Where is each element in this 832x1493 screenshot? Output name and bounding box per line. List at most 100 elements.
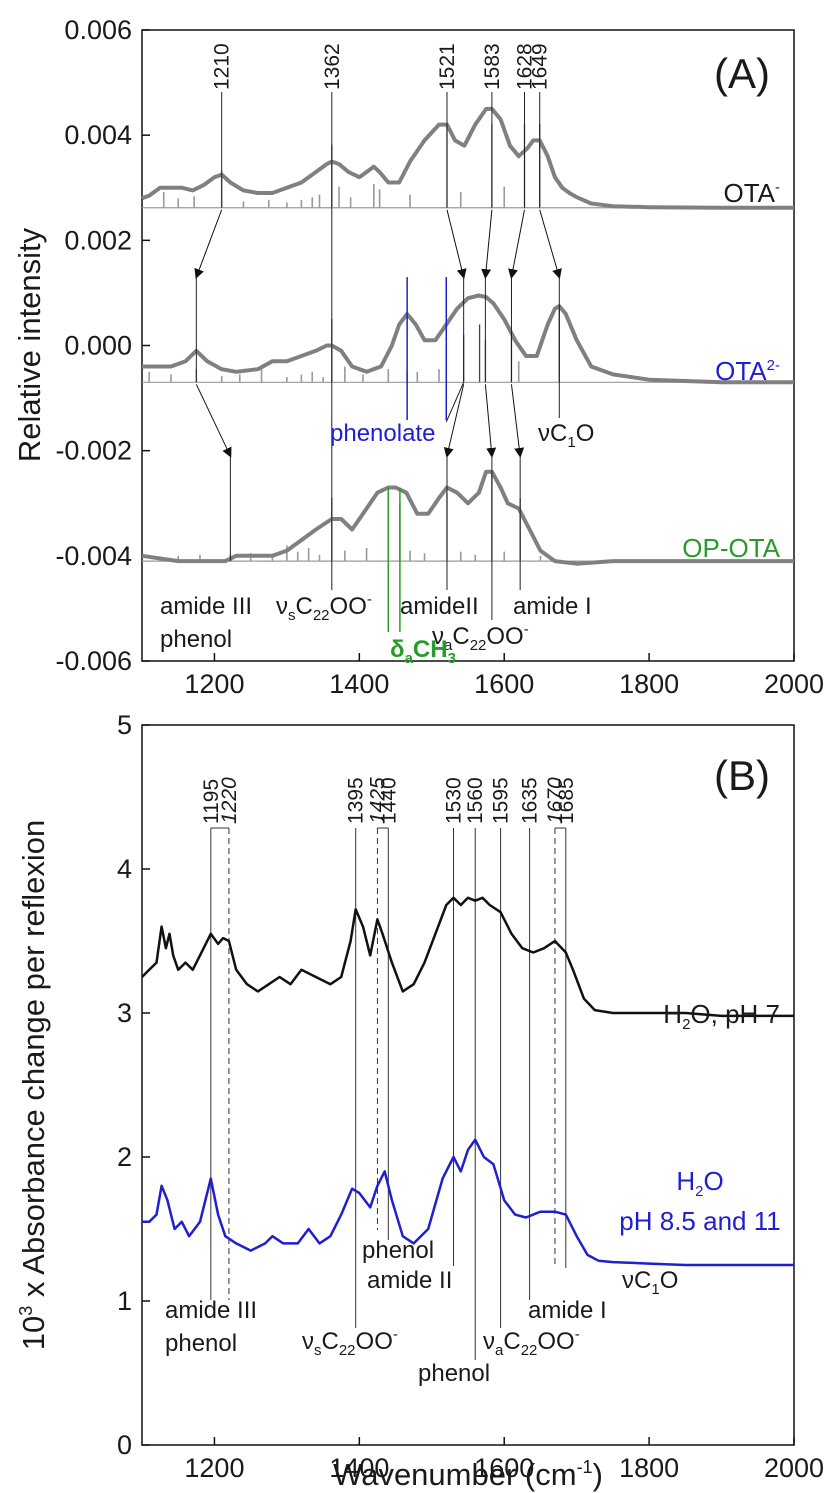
a-x-tick-label: 1400: [329, 669, 389, 699]
b-peak-label: 1425: [366, 777, 389, 824]
a-shift-arrow: [443, 384, 465, 458]
a-y-tick-label: 0.004: [64, 120, 132, 150]
series-label-ph11-line1: H2O: [676, 1166, 723, 1200]
annotation-nu-s-c22oo-b: νsC22OO-: [302, 1326, 398, 1359]
b-x-tick-label: 1200: [184, 1453, 244, 1483]
panel-a-y-axis-label: Relative intensity: [12, 227, 47, 462]
a-y-tick-label: -0.006: [55, 646, 132, 676]
panel-b-label: (B): [714, 752, 770, 799]
a-shift-arrow: [195, 384, 232, 458]
a-shift-arrow: [508, 209, 525, 280]
b-peak-label: 1685: [555, 777, 578, 824]
b-peak-label: 1195: [200, 779, 223, 824]
a-x-tick-label: 1200: [184, 669, 244, 699]
a-phenolate-leader: [445, 382, 465, 423]
a-peak-label: 1521: [436, 43, 459, 90]
a-shift-arrow: [484, 384, 497, 458]
panel-a-frame: [141, 29, 795, 662]
a-series-line: [141, 106, 794, 210]
b-peak-label: 1530: [443, 777, 466, 824]
a-x-tick-label: 2000: [764, 669, 824, 699]
panel-a-x-ticks: 1200 1400 1600 1800 2000: [184, 653, 824, 699]
a-series-line: [142, 293, 794, 385]
panel-b-y-ticks: 0 1 2 3 4 5: [117, 710, 150, 1460]
annotation-amide-i-a: amide I: [513, 593, 592, 620]
annotation-nu-a-c22oo-b: νaC22OO-: [483, 1326, 580, 1359]
b-peak-label: 1670: [544, 777, 567, 824]
b-x-tick-label: 1400: [329, 1453, 389, 1483]
annotation-amide-ii-b: amide II: [367, 1267, 452, 1294]
a-peak-label: 1628: [514, 43, 537, 90]
b-peak-label: 1395: [345, 777, 368, 824]
annotation-phenolate: phenolate: [330, 420, 435, 447]
b-series-line: [141, 896, 794, 1018]
annotation-phenol-a: phenol: [160, 626, 232, 653]
panel-a-shift-arrows: [194, 207, 562, 632]
annotation-nu-s-c22oo-a: νsC22OO-: [276, 591, 372, 624]
panel-a-stick-spectra: [148, 123, 560, 562]
panel-b-series: [141, 896, 794, 1267]
panel-a-y-ticks: 0.006 0.004 0.002 0.000 -0.002 -0.004 -0.006: [55, 15, 150, 676]
a-peak-label: 1362: [321, 43, 344, 90]
panel-b: 0 1 2 3 4 5 1200 1400 1600 1800 2000 103 x Absorb…: [16, 710, 824, 1492]
b-x-tick-label: 1600: [474, 1453, 534, 1483]
a-shift-arrow: [481, 209, 493, 280]
annotation-phenol-low-b: phenol: [418, 1360, 490, 1387]
annotation-phenol-b: phenol: [165, 1330, 237, 1357]
a-shift-arrow: [539, 209, 562, 280]
b-x-tick-label: 1800: [619, 1453, 679, 1483]
a-shift-arrow: [194, 209, 223, 280]
panel-b-y-axis-label: 103 x Absorbance change per reflexion: [16, 820, 51, 1350]
panel-b-x-ticks: 1200 1400 1600 1800 2000: [184, 1437, 824, 1483]
b-y-tick-label: 5: [117, 710, 132, 740]
a-peak-label: 1583: [481, 43, 504, 90]
a-x-tick-label: 1800: [619, 669, 679, 699]
panel-a: 0.006 0.004 0.002 0.000 -0.002 -0.004 -0.006 1…: [12, 15, 824, 699]
a-shift-arrow: [510, 384, 525, 458]
annotation-amide-iii-b: amide III: [165, 1297, 257, 1324]
a-y-tick-label: -0.002: [55, 436, 132, 466]
b-peak-label: 1440: [377, 777, 400, 824]
panel-a-baselines: [142, 207, 794, 562]
x-axis-label: Wavenumber (cm-1): [333, 1457, 603, 1492]
b-peak-label: 1560: [464, 777, 487, 824]
b-y-tick-label: 1: [117, 1286, 132, 1316]
panel-a-series: [141, 106, 794, 566]
annotation-nu-c1o-b: νC1O: [622, 1267, 678, 1298]
series-label-ota: OTA-: [723, 178, 780, 208]
annotation-nu-a-c22oo-a: νaC22OO-: [432, 621, 529, 654]
a-y-tick-label: 0.000: [64, 331, 132, 361]
a-x-tick-label: 1600: [474, 669, 534, 699]
annotation-delta-ch3-a: δaCH3: [390, 636, 456, 667]
series-label-ph11-line2: pH 8.5 and 11: [619, 1206, 780, 1236]
a-series-line: [141, 469, 794, 566]
b-y-tick-label: 4: [117, 854, 132, 884]
b-x-tick-label: 2000: [764, 1453, 824, 1483]
annotation-amide-i-b: amide I: [528, 1297, 607, 1324]
b-peak-label: 1635: [519, 777, 542, 824]
a-y-tick-label: -0.004: [55, 541, 132, 571]
b-series-line: [142, 1138, 794, 1267]
annotation-amide-ii-a: amideII: [400, 593, 479, 620]
series-label-ph7: H2O, pH 7: [663, 999, 780, 1033]
annotation-phenol-mid-b: phenol: [362, 1237, 434, 1264]
b-y-tick-label: 3: [117, 998, 132, 1028]
b-y-tick-label: 0: [117, 1430, 132, 1460]
b-peak-label: 1220: [218, 777, 241, 824]
a-peak-label: 1210: [211, 43, 234, 90]
a-y-tick-label: 0.002: [64, 225, 132, 255]
annotation-amide-iii-a: amide III: [160, 593, 252, 620]
series-label-ota2: OTA2-: [715, 356, 780, 386]
b-y-tick-label: 2: [117, 1142, 132, 1172]
panel-b-frame: [141, 724, 795, 1446]
a-peak-label: 1649: [529, 43, 552, 90]
b-peak-label: 1595: [490, 777, 513, 824]
annotation-nu-c1o-a: νC1O: [538, 420, 594, 451]
a-y-tick-label: 0.006: [64, 15, 132, 45]
series-label-opota: OP-OTA: [682, 533, 780, 563]
panel-a-label: (A): [714, 50, 770, 97]
a-shift-arrow: [446, 209, 467, 280]
